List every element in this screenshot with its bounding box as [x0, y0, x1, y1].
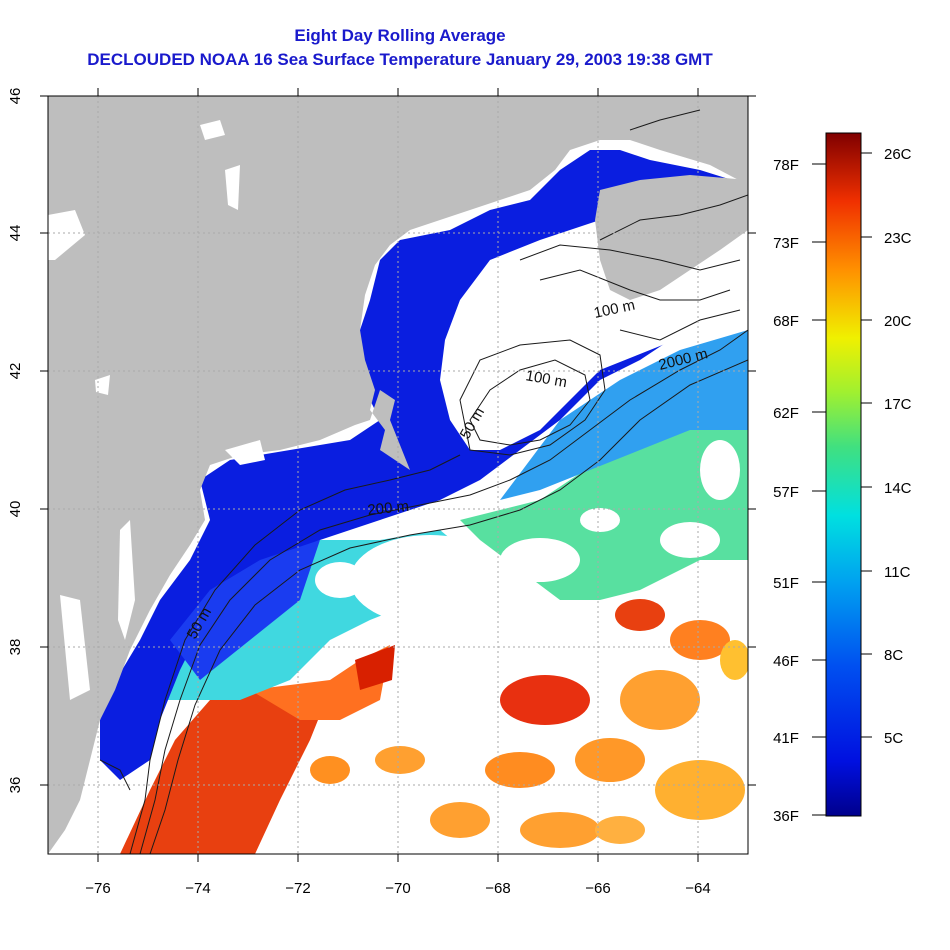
y-tick-label: 38: [7, 639, 24, 656]
map-subtitle: DECLOUDED NOAA 16 Sea Surface Temperatur…: [87, 50, 713, 69]
y-tick-label: 44: [7, 225, 24, 242]
axis-ticks: [40, 88, 756, 862]
y-tick-label: 36: [7, 777, 24, 794]
bathymetry-contours: [99, 109, 748, 854]
offshore-warm-patches: [310, 599, 748, 848]
map-title: Eight Day Rolling Average: [294, 26, 506, 45]
fahrenheit-label: 68F: [773, 313, 799, 330]
colorbar-celsius-labels: 26C 23C 20C 17C 14C 11C 8C 5C: [884, 146, 912, 747]
celsius-label: 23C: [884, 230, 912, 247]
colorbar-fahrenheit-ticks: [812, 163, 826, 816]
x-tick-label: −66: [585, 880, 610, 897]
fahrenheit-label: 41F: [773, 730, 799, 747]
y-tick-label: 40: [7, 501, 24, 518]
celsius-label: 26C: [884, 146, 912, 163]
warm-water-band: [250, 645, 390, 720]
shelf-water-mid-blue: [170, 540, 320, 680]
colorbar-celsius-ticks: [861, 152, 872, 738]
x-tick-label: −72: [285, 880, 310, 897]
colorbar-gradient: [825, 132, 862, 817]
warm-water-region: [120, 690, 330, 854]
land-nova-scotia: [595, 175, 748, 300]
fahrenheit-label: 73F: [773, 235, 799, 252]
x-tick-label: −74: [185, 880, 210, 897]
colorbar: 78F 73F 68F 62F 57F 51F 46F 41F 36F 26C …: [773, 132, 912, 825]
celsius-label: 20C: [884, 313, 912, 330]
x-tick-label: −64: [685, 880, 710, 897]
contour-label-200m: 200 m: [367, 498, 410, 519]
fahrenheit-label: 57F: [773, 484, 799, 501]
warm-eddy: [355, 645, 395, 690]
fahrenheit-label: 46F: [773, 653, 799, 670]
x-tick-label: −70: [385, 880, 410, 897]
y-tick-label: 46: [7, 88, 24, 105]
x-tick-label: −76: [85, 880, 110, 897]
x-axis-labels: −76 −74 −72 −70 −68 −66 −64: [85, 880, 710, 897]
contour-label-100m-bank: 100 m: [524, 367, 568, 391]
celsius-label: 11C: [884, 564, 911, 581]
celsius-label: 5C: [884, 730, 903, 747]
x-tick-label: −68: [485, 880, 510, 897]
graticule: [48, 96, 748, 854]
colorbar-fahrenheit-labels: 78F 73F 68F 62F 57F 51F 46F 41F 36F: [773, 157, 799, 825]
fahrenheit-label: 36F: [773, 808, 799, 825]
fahrenheit-label: 51F: [773, 575, 799, 592]
celsius-label: 17C: [884, 396, 912, 413]
y-axis-labels: 36 38 40 42 44 46: [7, 88, 24, 794]
y-tick-label: 42: [7, 363, 24, 380]
celsius-label: 14C: [884, 480, 912, 497]
fahrenheit-label: 62F: [773, 405, 799, 422]
map-panel: 100 m 100 m 2000 m 50 m 200 m 50 m: [48, 96, 748, 854]
cloud-gaps: [315, 440, 740, 625]
land-us-canada: [48, 96, 748, 854]
fahrenheit-label: 78F: [773, 157, 799, 174]
celsius-label: 8C: [884, 647, 903, 664]
slope-water-blue: [500, 330, 748, 500]
